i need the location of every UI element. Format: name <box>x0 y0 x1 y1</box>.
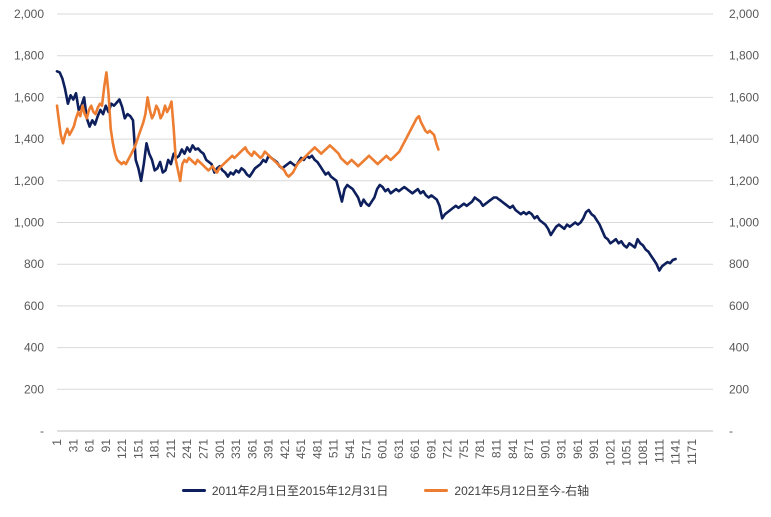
right-y-tick-label: 2,000 <box>729 7 759 21</box>
right-y-axis: - 200 400 600 800 1,000 1,200 1,400 1,600 1,800 2,… <box>729 7 759 438</box>
x-tick-label: 511 <box>327 439 341 458</box>
left-y-axis: - 200 400 600 800 1,000 1,200 1,400 1,600 1,800 2,… <box>14 7 44 438</box>
left-y-tick-label: 400 <box>24 341 44 355</box>
x-tick-label: 241 <box>180 439 194 459</box>
x-tick-label: 1051 <box>620 439 634 466</box>
left-y-tick-label: - <box>40 424 44 438</box>
x-tick-label: 931 <box>555 439 569 459</box>
x-tick-label: 1081 <box>636 439 650 466</box>
right-y-tick-label: - <box>729 424 733 438</box>
x-tick-label: 481 <box>310 439 324 459</box>
legend: 2011年2月1日至2015年12月31日 2021年5月12日至今-右轴 <box>0 482 771 499</box>
x-tick-label: 811 <box>490 439 504 458</box>
x-tick-label: 271 <box>197 439 211 459</box>
right-y-tick-label: 1,600 <box>729 90 759 104</box>
legend-swatch-series-2 <box>424 489 449 492</box>
grid-lines <box>57 13 713 390</box>
legend-item-series-1: 2011年2月1日至2015年12月31日 <box>181 482 389 499</box>
x-tick-label: 391 <box>262 439 276 459</box>
x-tick-label: 601 <box>376 439 390 459</box>
x-tick-label: 451 <box>294 439 308 459</box>
right-y-tick-label: 600 <box>729 299 749 313</box>
series-line-2 <box>55 71 440 183</box>
x-axis: 1 31 61 91 121 151 181 211 241 271 301 331 361 391 421… <box>50 430 713 466</box>
x-tick-label: 691 <box>424 439 438 459</box>
left-y-tick-label: 1,200 <box>14 174 44 188</box>
legend-swatch-series-1 <box>181 489 206 492</box>
legend-item-series-2: 2021年5月12日至今-右轴 <box>424 482 589 499</box>
left-y-tick-label: 200 <box>24 382 44 396</box>
left-y-tick-label: 1,600 <box>14 90 44 104</box>
x-tick-label: 1021 <box>603 439 617 466</box>
x-tick-label: 571 <box>359 439 373 459</box>
x-tick-label: 541 <box>343 439 357 459</box>
right-y-tick-label: 200 <box>729 382 749 396</box>
x-tick-label: 991 <box>587 439 601 459</box>
left-y-tick-label: 600 <box>24 299 44 313</box>
x-tick-label: 1111 <box>652 439 666 463</box>
x-tick-label: 1 <box>50 439 64 446</box>
right-y-tick-label: 1,000 <box>729 216 759 230</box>
left-y-tick-label: 1,000 <box>14 216 44 230</box>
x-tick-label: 961 <box>571 439 585 459</box>
x-tick-label: 631 <box>392 439 406 459</box>
right-y-tick-label: 400 <box>729 341 749 355</box>
x-tick-label: 721 <box>441 439 455 459</box>
x-tick-label: 91 <box>99 439 113 453</box>
x-tick-label: 31 <box>66 439 80 453</box>
series-layer <box>55 70 677 272</box>
legend-label-series-1: 2011年2月1日至2015年12月31日 <box>211 484 389 498</box>
x-tick-label: 151 <box>131 439 145 459</box>
x-tick-label: 421 <box>278 439 292 459</box>
left-y-tick-label: 2,000 <box>14 7 44 21</box>
right-y-tick-label: 1,400 <box>729 132 759 146</box>
x-tick-label: 331 <box>229 439 243 459</box>
x-tick-label: 871 <box>522 439 536 459</box>
series-line-1 <box>55 70 677 272</box>
x-tick-label: 181 <box>148 439 162 459</box>
x-tick-label: 751 <box>457 439 471 459</box>
x-tick-label: 1171 <box>685 439 699 465</box>
x-tick-label: 121 <box>115 439 129 459</box>
x-tick-label: 661 <box>408 439 422 459</box>
left-y-tick-label: 1,800 <box>14 49 44 63</box>
right-y-tick-label: 800 <box>729 257 749 271</box>
left-y-tick-label: 800 <box>24 257 44 271</box>
x-tick-label: 301 <box>213 439 227 459</box>
x-tick-label: 61 <box>83 439 97 453</box>
x-tick-label: 1141 <box>669 439 683 465</box>
x-tick-label: 211 <box>164 439 178 458</box>
x-tick-label: 361 <box>245 439 259 459</box>
right-y-tick-label: 1,200 <box>729 174 759 188</box>
x-tick-label: 781 <box>473 439 487 459</box>
x-tick-label: 841 <box>506 439 520 459</box>
left-y-tick-label: 1,400 <box>14 132 44 146</box>
x-tick-label: 901 <box>538 439 552 459</box>
right-y-tick-label: 1,800 <box>729 49 759 63</box>
legend-label-series-2: 2021年5月12日至今-右轴 <box>454 484 590 498</box>
